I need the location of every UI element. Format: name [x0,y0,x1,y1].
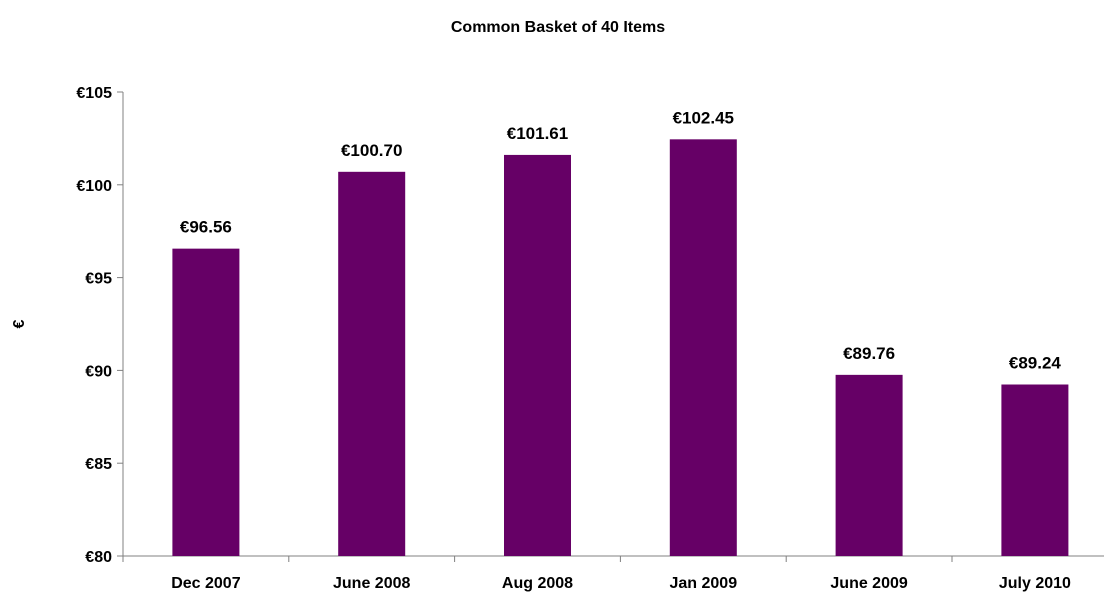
bar-value-label: €96.56 [180,218,232,237]
y-tick-label: €100 [76,178,112,195]
bar-value-label: €100.70 [341,141,402,160]
bar [338,171,406,557]
bar [1001,384,1069,556]
bar-value-label: €89.24 [1009,354,1062,373]
bar [669,139,737,556]
y-tick-label: €95 [85,271,112,288]
y-axis-label: € [11,319,28,328]
x-category-label: June 2009 [830,575,907,592]
bar-value-label: €89.76 [843,344,895,363]
bar [835,374,903,556]
bar [504,154,571,556]
bar-value-label: €101.61 [507,124,568,143]
chart-title: Common Basket of 40 Items [451,19,665,36]
y-tick-label: €85 [85,456,112,473]
x-category-label: June 2008 [333,575,410,592]
bar-value-label: €102.45 [673,108,734,127]
bars [172,139,1069,557]
y-tick-label: €80 [85,549,112,566]
y-tick-label: €105 [76,85,112,102]
x-category-label: Dec 2007 [171,575,240,592]
bar [172,248,240,556]
y-axis: €80 €85 €90 €95 €100 €105 [76,85,124,566]
x-category-label: Jan 2009 [669,575,737,592]
y-tick-label: €90 [85,363,112,380]
x-axis: Dec 2007 June 2008 Aug 2008 Jan 2009 June 20… [122,555,1104,592]
x-category-label: Aug 2008 [502,575,573,592]
x-category-label: July 2010 [999,575,1071,592]
data-labels: €96.56 €100.70 €101.61 €102.45 €89.76 €89.24 [180,108,1062,372]
